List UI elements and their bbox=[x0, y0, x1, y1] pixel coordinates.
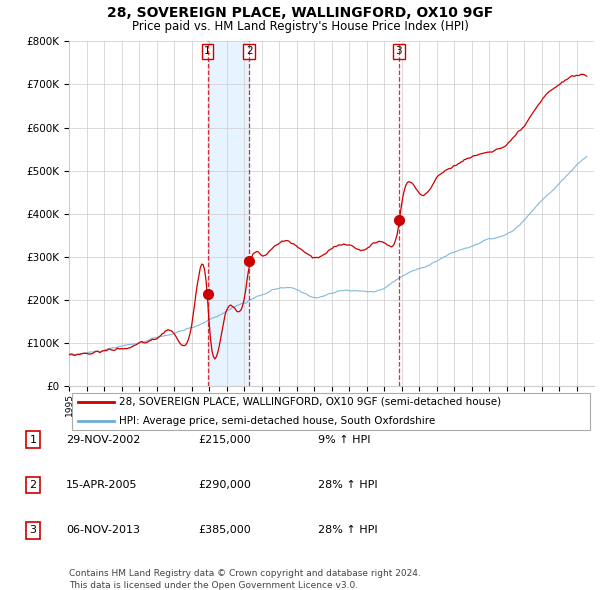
FancyBboxPatch shape bbox=[71, 394, 590, 430]
Text: HPI: Average price, semi-detached house, South Oxfordshire: HPI: Average price, semi-detached house,… bbox=[119, 415, 435, 425]
Text: 28, SOVEREIGN PLACE, WALLINGFORD, OX10 9GF (semi-detached house): 28, SOVEREIGN PLACE, WALLINGFORD, OX10 9… bbox=[119, 397, 501, 407]
Text: Contains HM Land Registry data © Crown copyright and database right 2024.: Contains HM Land Registry data © Crown c… bbox=[69, 569, 421, 578]
Text: 06-NOV-2013: 06-NOV-2013 bbox=[66, 526, 140, 535]
Text: £290,000: £290,000 bbox=[198, 480, 251, 490]
Text: 1: 1 bbox=[29, 435, 37, 444]
Text: £385,000: £385,000 bbox=[198, 526, 251, 535]
Text: 28% ↑ HPI: 28% ↑ HPI bbox=[318, 526, 377, 535]
Bar bbox=[208, 41, 249, 386]
Text: 3: 3 bbox=[29, 526, 37, 535]
Text: 28% ↑ HPI: 28% ↑ HPI bbox=[318, 480, 377, 490]
Text: £215,000: £215,000 bbox=[198, 435, 251, 444]
Text: 2: 2 bbox=[29, 480, 37, 490]
Text: 15-APR-2005: 15-APR-2005 bbox=[66, 480, 137, 490]
Text: 2: 2 bbox=[246, 47, 253, 57]
Text: 9% ↑ HPI: 9% ↑ HPI bbox=[318, 435, 371, 444]
Text: This data is licensed under the Open Government Licence v3.0.: This data is licensed under the Open Gov… bbox=[69, 581, 358, 590]
Text: 3: 3 bbox=[395, 47, 402, 57]
Text: 1: 1 bbox=[204, 47, 211, 57]
Text: Price paid vs. HM Land Registry's House Price Index (HPI): Price paid vs. HM Land Registry's House … bbox=[131, 20, 469, 33]
Text: 28, SOVEREIGN PLACE, WALLINGFORD, OX10 9GF: 28, SOVEREIGN PLACE, WALLINGFORD, OX10 9… bbox=[107, 6, 493, 20]
Text: 29-NOV-2002: 29-NOV-2002 bbox=[66, 435, 140, 444]
